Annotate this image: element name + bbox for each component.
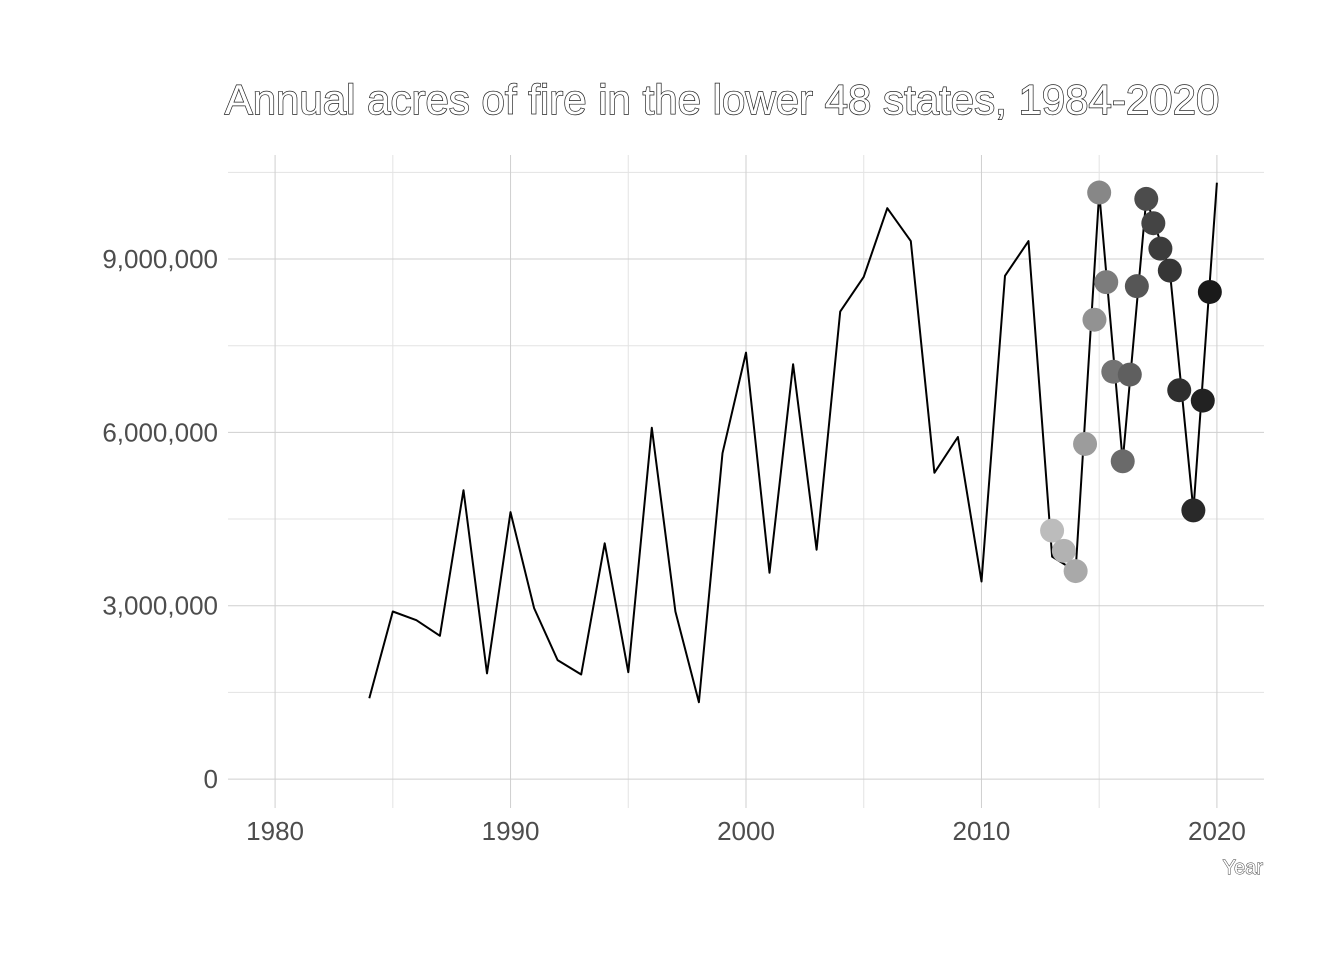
- points-layer: [1040, 180, 1222, 584]
- data-point: [1124, 274, 1149, 299]
- data-point: [1197, 279, 1222, 304]
- data-point: [1157, 258, 1182, 283]
- y-tick-label: 9,000,000: [102, 244, 218, 274]
- y-tick-labels: 0 3,000,000 6,000,000 9,000,000: [102, 244, 218, 794]
- data-point: [1110, 449, 1135, 474]
- grid: [228, 155, 1264, 808]
- data-point: [1082, 307, 1107, 332]
- data-point: [1094, 270, 1119, 295]
- x-tick-label: 1980: [246, 816, 304, 846]
- x-axis-label: Year: [1223, 857, 1264, 879]
- data-point: [1051, 538, 1076, 563]
- data-point: [1190, 388, 1215, 413]
- data-point: [1040, 518, 1065, 543]
- data-point: [1141, 211, 1166, 236]
- data-point: [1073, 431, 1098, 456]
- x-tick-label: 2020: [1188, 816, 1246, 846]
- y-tick-label: 3,000,000: [102, 591, 218, 621]
- data-point: [1087, 180, 1112, 205]
- x-tick-label: 2000: [717, 816, 775, 846]
- data-point: [1181, 498, 1206, 523]
- x-tick-labels: 1980 1990 2000 2010 2020: [246, 816, 1246, 846]
- x-tick-label: 1990: [482, 816, 540, 846]
- y-tick-label: 6,000,000: [102, 417, 218, 447]
- data-point: [1063, 559, 1088, 584]
- data-point: [1117, 362, 1142, 387]
- data-point: [1167, 378, 1192, 403]
- x-tick-label: 2010: [953, 816, 1011, 846]
- y-tick-label: 0: [204, 764, 218, 794]
- data-point: [1148, 236, 1173, 261]
- chart-title: Annual acres of fire in the lower 48 sta…: [225, 76, 1220, 123]
- data-point: [1134, 186, 1159, 211]
